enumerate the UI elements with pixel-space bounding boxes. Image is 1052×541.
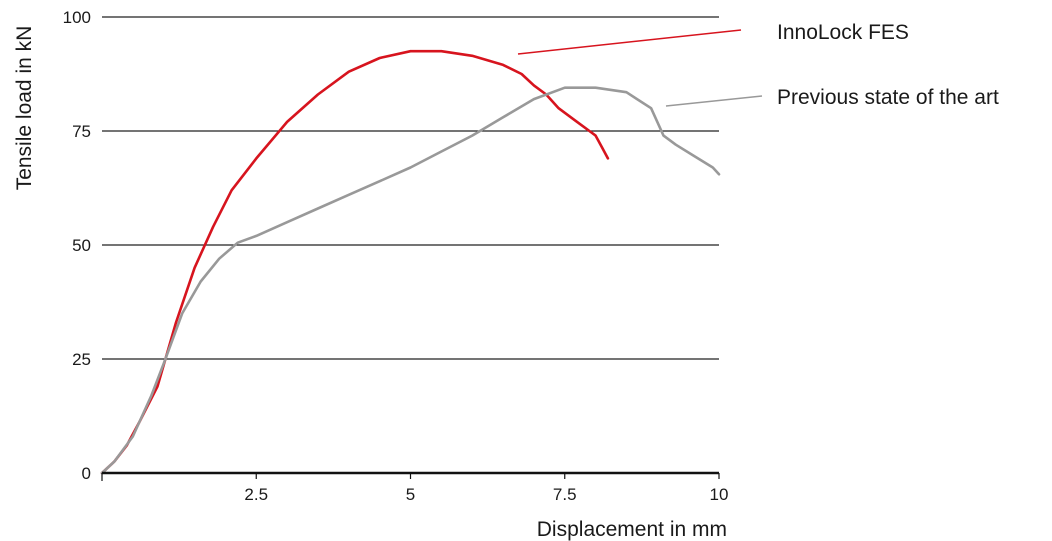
y-tick-label-100: 100 bbox=[63, 8, 91, 27]
y-tick-label-0: 0 bbox=[82, 464, 91, 483]
y-tick-label-50: 50 bbox=[72, 236, 91, 255]
series-lines bbox=[100, 49, 721, 475]
x-axis-title: Displacement in mm bbox=[537, 518, 727, 541]
tick-labels: 0 25 50 75 100 2.5 5 7.5 10 bbox=[63, 8, 729, 504]
legend: InnoLock FES Previous state of the art bbox=[517, 21, 999, 109]
x-tick-label-5: 5 bbox=[406, 485, 415, 504]
x-tick-label-10: 10 bbox=[710, 485, 729, 504]
x-tick-label-7.5: 7.5 bbox=[553, 485, 577, 504]
grid-lines bbox=[102, 16, 719, 360]
legend-leader-innolock bbox=[517, 29, 742, 55]
axes bbox=[101, 471, 720, 481]
y-tick-label-75: 75 bbox=[72, 122, 91, 141]
x-tick-label-2.5: 2.5 bbox=[244, 485, 268, 504]
y-axis-title: Tensile load in kN bbox=[13, 26, 36, 191]
y-tick-label-25: 25 bbox=[72, 350, 91, 369]
legend-label-previous: Previous state of the art bbox=[777, 86, 999, 109]
series-line-previous-state-of-the-art bbox=[100, 86, 721, 475]
series-line-innolock-fes bbox=[100, 49, 610, 475]
legend-leader-previous bbox=[665, 95, 763, 107]
legend-label-innolock: InnoLock FES bbox=[777, 21, 909, 44]
